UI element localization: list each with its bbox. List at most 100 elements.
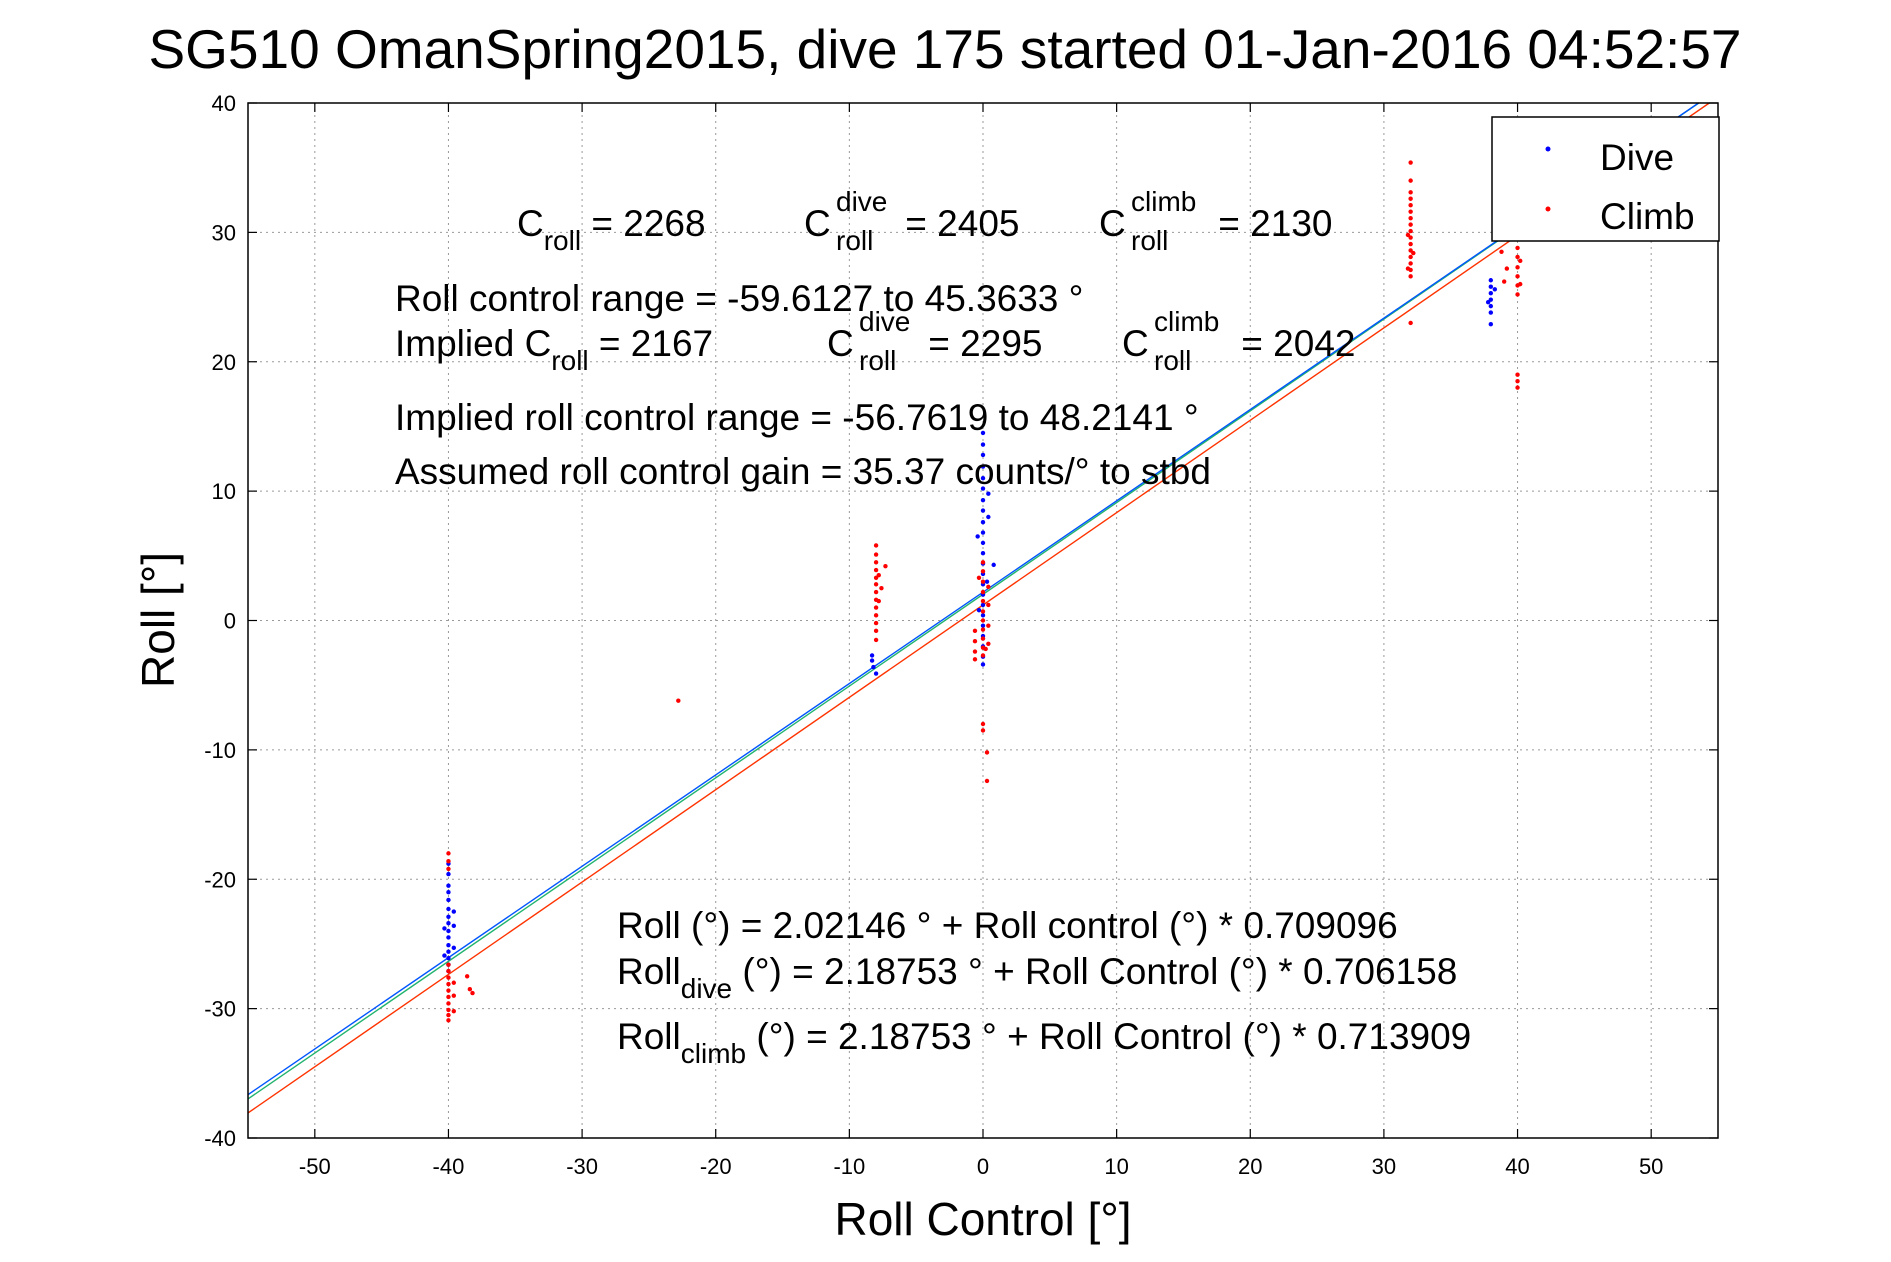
fit-equation-dive: Rolldive (°) = 2.18753 ° + Roll Control … [617, 951, 1457, 1004]
climb-point [1515, 378, 1520, 384]
dive-point [980, 662, 986, 667]
dive-point [980, 551, 986, 556]
dive-point [446, 906, 451, 912]
x-tick-label: -30 [566, 1154, 598, 1179]
climb-point [446, 858, 451, 864]
climb-point [980, 589, 986, 595]
dive-point [980, 540, 986, 546]
climb-point [980, 598, 986, 604]
climb-point [980, 609, 986, 614]
climb-point [1515, 274, 1520, 279]
y-tick-label: 10 [212, 479, 236, 504]
dive-point [980, 475, 986, 481]
climb-point [873, 560, 879, 565]
climb-point [451, 993, 456, 998]
climb-point [1515, 265, 1520, 270]
climb-point [1408, 274, 1413, 279]
legend-label-dive: Dive [1600, 137, 1674, 178]
dive-point [984, 579, 990, 584]
legend-label-climb: Climb [1600, 196, 1695, 237]
dive-point [980, 464, 986, 469]
x-tick-label: 0 [977, 1154, 989, 1179]
climb-point [446, 1001, 451, 1006]
climb-point [1501, 279, 1507, 284]
dive-point [446, 928, 451, 934]
climb-point [1504, 266, 1510, 271]
legend-marker-dive [1545, 146, 1551, 152]
climb-point [986, 623, 991, 628]
c-roll-dive-annotation: Cdive roll = 2405 [804, 186, 1019, 256]
dive-point [980, 497, 986, 503]
climb-point [446, 1012, 451, 1018]
dive-point [976, 607, 982, 613]
x-tick-label: 10 [1104, 1154, 1128, 1179]
legend-box [1491, 116, 1720, 242]
x-axis-label: Roll Control [°] [834, 1193, 1131, 1245]
dive-point [980, 623, 986, 628]
climb-point [980, 728, 986, 733]
climb-point [980, 721, 986, 727]
climb-point [873, 620, 879, 626]
climb-point [873, 605, 879, 610]
climb-point [980, 560, 986, 565]
climb-point [984, 750, 990, 755]
climb-point [451, 980, 456, 985]
climb-point [1515, 254, 1520, 260]
x-tick-label: 50 [1639, 1154, 1663, 1179]
implied-roll-control-range: Implied roll control range = -56.7619 to… [395, 397, 1199, 438]
climb-point [446, 866, 451, 872]
climb-point [873, 637, 879, 643]
climb-point [676, 698, 681, 703]
climb-point [1408, 209, 1413, 214]
assumed-roll-control-gain: Assumed roll control gain = 35.37 counts… [395, 451, 1211, 492]
dive-point [991, 562, 996, 568]
dive-point [451, 945, 456, 951]
dive-point [446, 943, 451, 948]
climb-point [446, 994, 451, 1000]
climb-point [1515, 385, 1520, 390]
climb-point [1408, 320, 1413, 326]
fit-equation-climb: Rollclimb (°) = 2.18753 ° + Roll Control… [617, 1016, 1471, 1069]
climb-point [464, 974, 470, 979]
x-tick-label: -20 [700, 1154, 732, 1179]
y-tick-label: -30 [204, 997, 236, 1022]
climb-point [1405, 266, 1411, 271]
chart-title: SG510 OmanSpring2015, dive 175 started 0… [148, 18, 1741, 80]
fit-line-1 [247, 102, 1699, 1096]
dive-point [986, 491, 991, 496]
dive-point [1488, 310, 1494, 315]
climb-point [446, 988, 451, 993]
dive-point [451, 909, 456, 914]
climb-point [879, 585, 884, 591]
climb-point [1408, 222, 1413, 227]
climb-point [984, 778, 990, 784]
climb-point [446, 1018, 451, 1023]
climb-point [876, 573, 881, 578]
climb-point [972, 657, 978, 662]
climb-point [1408, 261, 1413, 266]
implied-c-roll-dive-annotation: Cdive roll = 2295 [827, 306, 1042, 376]
dive-point [1492, 287, 1498, 292]
climb-point [1408, 160, 1413, 165]
climb-point [873, 567, 879, 573]
x-tick-label: 30 [1372, 1154, 1396, 1179]
climb-point [873, 582, 879, 587]
dive-point [446, 914, 451, 919]
x-tick-label: -50 [299, 1154, 331, 1179]
climb-point [1408, 215, 1413, 221]
y-tick-label: 0 [224, 609, 236, 634]
implied-c-roll-annotation: Implied Croll = 2167 [395, 323, 713, 376]
climb-point [446, 981, 451, 987]
climb-point [1515, 292, 1520, 297]
dive-point [980, 452, 986, 458]
climb-point [873, 543, 879, 548]
dive-point [446, 949, 451, 954]
legend-marker-climb [1545, 206, 1551, 212]
dive-point [980, 602, 986, 608]
climb-point [976, 575, 982, 581]
y-tick-label: -10 [204, 738, 236, 763]
climb-point [873, 628, 879, 634]
climb-point [980, 627, 986, 632]
y-tick-label: 40 [212, 91, 236, 116]
annotations: Croll = 2268 Cdive roll = 2405 Cclimb roll… [395, 186, 1471, 1069]
